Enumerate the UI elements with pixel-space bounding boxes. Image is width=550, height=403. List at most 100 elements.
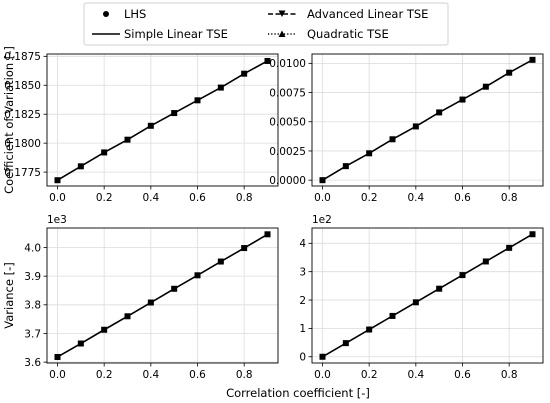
data-point (217, 258, 224, 265)
y-tick-label: 1 (299, 323, 306, 335)
x-tick-label: 0.8 (236, 369, 253, 381)
y-tick-label: 4.0 (24, 242, 41, 254)
data-point (482, 83, 489, 90)
y-tick-label: 0.1800 (4, 138, 41, 150)
data-point (436, 285, 443, 292)
y-tick-label: 0.1875 (4, 51, 41, 63)
data-point (342, 340, 349, 347)
y-tick-label: 0.1850 (4, 80, 41, 92)
data-point (389, 312, 396, 319)
data-point (529, 231, 536, 238)
data-point (171, 110, 178, 117)
x-tick-label: 0.2 (361, 369, 378, 381)
x-tick-label: 0.0 (314, 369, 331, 381)
data-point (459, 272, 466, 279)
y-offset-label: 1e3 (47, 214, 67, 226)
y-tick-label: 0.1825 (4, 109, 41, 121)
panels: 0.0 0.2 0.4 0.6 0.8 0.1775 0.1800 0.1825 0.1850 0… (2, 46, 544, 381)
legend: LHS Advanced Linear TSE Simple Linear TS… (83, 2, 449, 46)
y-tick-label: 0.0050 (269, 117, 306, 129)
data-point (412, 123, 419, 130)
data-point (319, 177, 326, 184)
x-tick-label: 0.0 (314, 192, 331, 204)
x-tick-label: 0.4 (407, 192, 424, 204)
plot-frame (311, 227, 544, 364)
x-tick-label: 0.8 (501, 369, 518, 381)
data-point (147, 122, 154, 129)
series-line (57, 60, 268, 181)
subplot-top-right: 0.0 0.2 0.4 0.6 0.8 0.0000 0.0025 0.0050 0.0075 0… (269, 53, 544, 204)
data-point (194, 272, 201, 279)
data-point (529, 56, 536, 63)
data-point (264, 57, 271, 64)
legend-label: LHS (124, 7, 146, 21)
x-tick-label: 0.6 (189, 369, 206, 381)
series-line (57, 233, 268, 358)
y-tick-label: 3.8 (24, 300, 41, 312)
y-tick-label: 3.6 (24, 357, 41, 369)
x-tick-label: 0.4 (407, 369, 424, 381)
legend-marker-triangle-down (278, 10, 286, 17)
data-point (101, 149, 108, 156)
legend-entry-simple-linear: Simple Linear TSE (92, 27, 228, 41)
legend-entry-lhs: LHS (103, 7, 146, 21)
legend-entry-advanced-linear: Advanced Linear TSE (268, 7, 428, 21)
plot-frame (46, 53, 279, 187)
data-point (412, 299, 419, 306)
y-offset-label: 1e2 (312, 214, 332, 226)
data-point (506, 244, 513, 251)
data-point (77, 163, 84, 170)
legend-label: Simple Linear TSE (124, 27, 228, 41)
y-tick-label: 3 (299, 266, 306, 278)
series-line (322, 233, 533, 358)
subplot-bottom-left: 0.0 0.2 0.4 0.6 0.8 3.6 3.7 3.8 3.9 4.0 1e3 Varianc… (2, 214, 279, 381)
data-point (194, 97, 201, 104)
x-tick-label: 0.2 (96, 192, 113, 204)
data-point (124, 313, 131, 320)
x-tick-label: 0.2 (96, 369, 113, 381)
shared-x-axis-label: Correlation coefficient [-] (226, 386, 370, 400)
data-point (389, 136, 396, 143)
y-tick-label: 3.9 (24, 271, 41, 283)
legend-label: Advanced Linear TSE (307, 7, 428, 21)
data-point (77, 340, 84, 347)
data-point (147, 299, 154, 306)
y-tick-label: 0.1775 (4, 167, 41, 179)
data-point (54, 353, 61, 360)
y-tick-label: 3.7 (24, 328, 41, 340)
legend-entry-quadratic: Quadratic TSE (268, 27, 389, 41)
y-axis-label: Variance [-] (2, 262, 16, 328)
data-point (319, 353, 326, 360)
y-tick-label: 0 (299, 352, 306, 364)
y-tick-label: 0.0100 (269, 58, 306, 70)
x-tick-label: 0.4 (142, 369, 159, 381)
y-tick-label: 0.0025 (269, 146, 306, 158)
x-tick-label: 0.0 (49, 192, 66, 204)
legend-marker-circle (103, 11, 109, 17)
data-point (241, 245, 248, 252)
y-tick-label: 2 (299, 295, 306, 307)
data-point (101, 326, 108, 333)
x-tick-label: 0.8 (501, 192, 518, 204)
data-point (217, 84, 224, 91)
legend-frame (83, 2, 449, 46)
legend-marker-triangle-up (278, 30, 286, 37)
x-tick-label: 0.6 (454, 369, 471, 381)
x-tick-label: 0.6 (454, 192, 471, 204)
data-point (506, 69, 513, 76)
data-point (54, 177, 61, 184)
legend-label: Quadratic TSE (307, 27, 389, 41)
y-tick-label: 4 (299, 238, 306, 250)
data-point (124, 136, 131, 143)
series-line (322, 59, 533, 181)
x-tick-label: 0.4 (142, 192, 159, 204)
x-tick-label: 0.8 (236, 192, 253, 204)
x-tick-label: 0.6 (189, 192, 206, 204)
plot-frame (311, 53, 544, 187)
subplot-bottom-right: 0.0 0.2 0.4 0.6 0.8 0 1 2 3 4 1e2 (299, 214, 544, 381)
data-point (342, 163, 349, 170)
data-point (241, 70, 248, 77)
data-point (482, 258, 489, 265)
plot-frame (46, 227, 279, 364)
